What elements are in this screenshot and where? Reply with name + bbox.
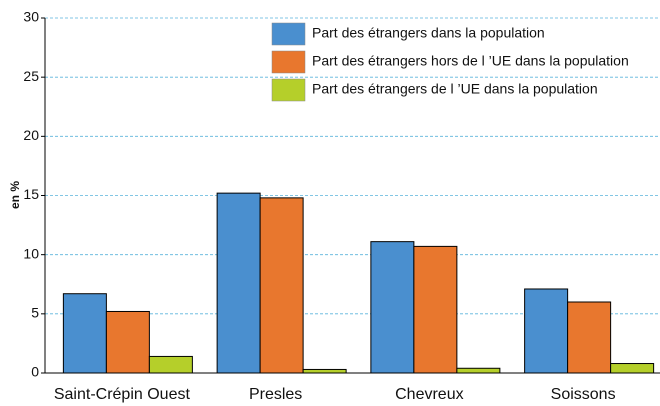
bar	[148, 355, 193, 374]
bar	[105, 310, 150, 374]
x-tick-label: Presles	[249, 386, 302, 403]
legend-swatch	[271, 22, 306, 46]
bar	[524, 288, 569, 374]
bar	[259, 197, 304, 374]
bar	[302, 368, 347, 374]
bar	[62, 293, 107, 374]
y-tick-label: 20	[23, 127, 39, 143]
legend-label: Part des étrangers dans la population	[312, 25, 545, 41]
legend-swatch	[271, 50, 306, 74]
y-tick-label: 0	[31, 364, 39, 380]
y-tick-label: 10	[23, 245, 39, 261]
bar	[456, 367, 501, 374]
bar	[216, 192, 261, 374]
x-tick-label: Chevreux	[395, 386, 463, 403]
y-tick-label: 15	[23, 186, 39, 202]
bar	[413, 245, 458, 374]
bar	[370, 241, 415, 374]
bar	[567, 301, 612, 374]
y-tick-label: 25	[23, 68, 39, 84]
legend-swatch	[271, 78, 306, 102]
x-tick-label: Saint-Crépin Ouest	[54, 386, 191, 403]
legend-label: Part des étrangers de l ’UE dans la popu…	[312, 81, 598, 97]
y-tick-label: 30	[23, 9, 39, 25]
y-tick-label: 5	[31, 305, 39, 321]
x-tick-label: Soissons	[551, 386, 616, 403]
bar	[610, 363, 655, 374]
legend-label: Part des étrangers hors de l ’UE dans la…	[312, 53, 629, 69]
y-axis-label: en %	[8, 181, 22, 209]
